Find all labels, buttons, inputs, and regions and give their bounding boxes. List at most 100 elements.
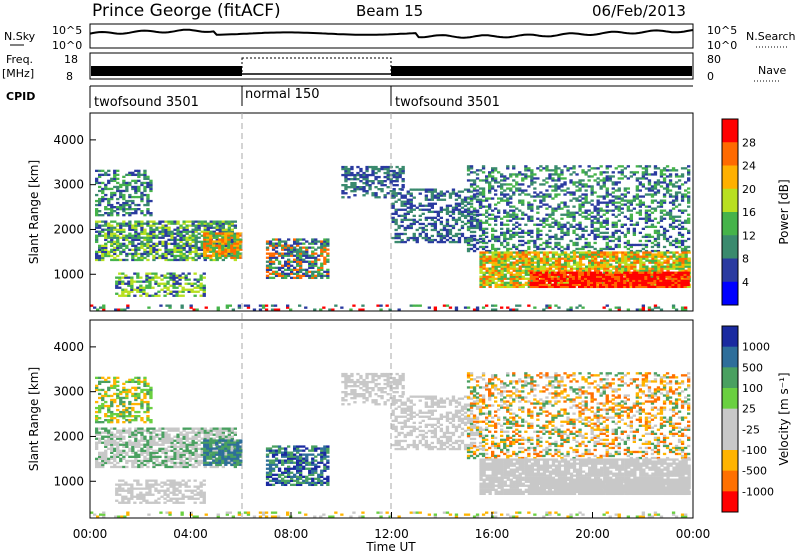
power-cell [497, 279, 501, 282]
power-cell [134, 250, 138, 254]
power-cell [98, 185, 102, 189]
power-cell [203, 232, 207, 235]
power-cell [391, 236, 395, 240]
power-cell [359, 175, 363, 179]
power-cell [672, 261, 676, 264]
power-cell [536, 217, 540, 220]
power-cell [179, 258, 183, 262]
power-cell [527, 283, 532, 287]
power-cell [566, 277, 571, 280]
power-cell [265, 252, 270, 255]
power-cell [680, 175, 685, 178]
power-cell [246, 304, 251, 307]
power-cell [521, 189, 525, 192]
power-cell [665, 187, 670, 190]
power-cell [551, 173, 555, 176]
power-cell [672, 265, 676, 268]
power-cell [185, 238, 189, 242]
power-cell [611, 277, 615, 280]
power-cell [230, 238, 235, 242]
power-cell [665, 191, 670, 194]
power-cell [200, 244, 204, 248]
power-cell [478, 191, 483, 194]
power-cell [145, 280, 149, 283]
power-cell [281, 254, 285, 257]
power-cell [482, 253, 486, 256]
power-cell [660, 271, 664, 274]
power-cell [608, 277, 612, 280]
power-cell [548, 185, 552, 188]
power-cell [605, 231, 609, 235]
power-cell [394, 200, 398, 203]
power-cell [344, 173, 348, 177]
power-cell [101, 252, 105, 256]
power-cell [125, 246, 129, 250]
power-cell [181, 272, 185, 275]
power-cell [665, 183, 670, 186]
power-cell [197, 220, 201, 223]
power-cell [680, 173, 685, 176]
power-cell [568, 271, 573, 274]
power-cell [524, 169, 528, 172]
power-cell [596, 227, 600, 231]
power-cell [436, 240, 441, 244]
power-cell [101, 258, 105, 262]
power-cell [563, 181, 567, 184]
power-cell [475, 238, 480, 242]
power-cell [448, 306, 453, 309]
power-cell [509, 261, 513, 264]
power-cell [273, 304, 278, 307]
power-cell [500, 241, 504, 245]
power-cell [403, 216, 407, 220]
power-cell [261, 306, 266, 309]
power-cell [442, 240, 447, 244]
power-cell [572, 225, 576, 229]
power-cell [427, 202, 432, 205]
power-cell [597, 283, 601, 287]
power-cell [157, 290, 161, 293]
power-cell [134, 185, 138, 189]
power-cell [521, 229, 525, 233]
power-cell [566, 245, 570, 249]
power-cell [623, 245, 628, 249]
power-cell [224, 228, 229, 231]
power-cell [230, 220, 235, 223]
noise-panel: N.Sky 10^5 10^0 10^5 10^0 N.Search [4, 23, 796, 52]
power-cell [98, 175, 102, 179]
power-cell [641, 227, 646, 231]
power-cell [621, 271, 625, 274]
power-cell [391, 216, 395, 220]
power-cell [230, 224, 235, 227]
power-cell [268, 240, 273, 243]
power-cell [478, 213, 483, 216]
power-cell [651, 259, 655, 262]
power-cell [224, 240, 228, 243]
power-cell [179, 240, 183, 244]
power-cell [194, 238, 198, 242]
power-cell [439, 228, 444, 232]
power-cell [161, 234, 165, 237]
power-cell [485, 179, 489, 182]
power-cell [311, 264, 315, 267]
nave-tick-top: 80 [707, 53, 721, 66]
power-cell [687, 171, 691, 174]
power-cell [538, 279, 543, 282]
power-cell [212, 240, 216, 243]
power-cell [512, 215, 516, 218]
power-cell [124, 282, 128, 285]
power-cell [146, 252, 150, 256]
power-cell [665, 237, 670, 241]
power-cell [469, 199, 474, 202]
power-cell [500, 187, 504, 190]
power-cell [131, 248, 135, 252]
power-cell [158, 220, 162, 223]
power-cell [122, 193, 126, 197]
power-cell [167, 228, 171, 231]
power-cell [574, 275, 579, 278]
power-cell [653, 281, 657, 285]
power-cell [125, 238, 129, 242]
power-cell [323, 274, 327, 278]
power-cell [479, 277, 483, 280]
power-cell [590, 219, 594, 222]
power-cell [161, 224, 165, 227]
